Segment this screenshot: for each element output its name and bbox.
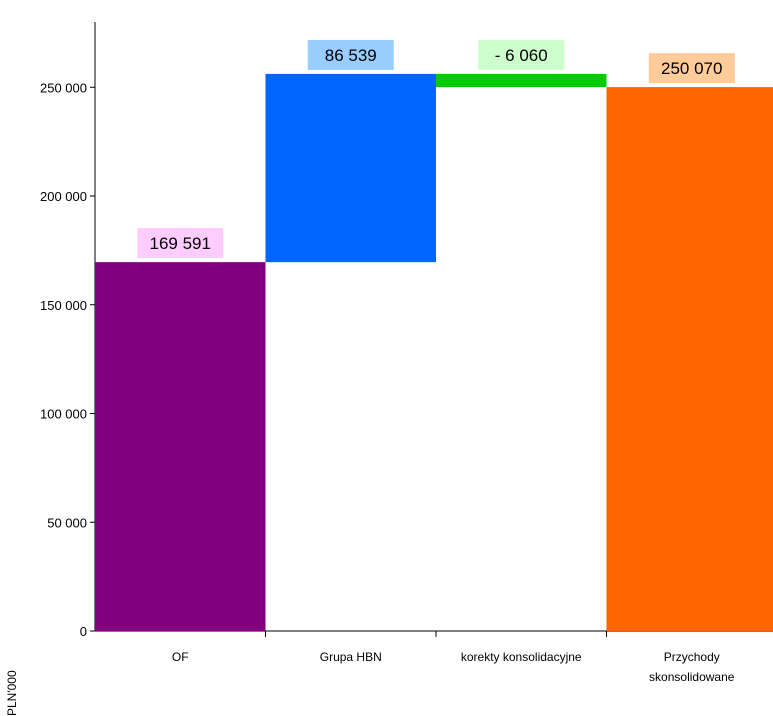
data-label: 250 070 [661,59,722,78]
data-label: - 6 060 [495,46,548,65]
data-label: 169 591 [150,234,211,253]
y-tick-label: 200 000 [40,189,87,204]
data-label-box [478,39,565,70]
y-tick-label: 0 [80,624,87,639]
bar [606,87,773,631]
y-tick-label: 100 000 [40,407,87,422]
x-tick-label: skonsolidowane [649,670,735,684]
y-tick-label: 250 000 [40,80,87,95]
bar [265,73,436,263]
data-label-box [137,228,224,259]
x-tick-label: korekty konsolidacyjne [461,650,582,664]
data-labels: 169 591 86 539 - 6 060 250 070 [137,39,735,259]
x-tick-label: Grupa HBN [320,650,382,664]
data-label-box [648,53,735,84]
y-axis-unit-label: PLN'000 [5,670,19,716]
axes: 0 50 000 100 000 150 000 200 000 250 000 OF Gru… [40,22,773,684]
y-tick-label: 50 000 [47,515,87,530]
x-tick-label: Przychody [664,650,720,664]
bar [436,73,607,88]
data-label-box [307,39,394,70]
bars [95,73,773,631]
x-tick-label: OF [172,650,189,664]
data-label: 86 539 [325,46,377,65]
y-tick-label: 150 000 [40,298,87,313]
bar [95,262,266,631]
